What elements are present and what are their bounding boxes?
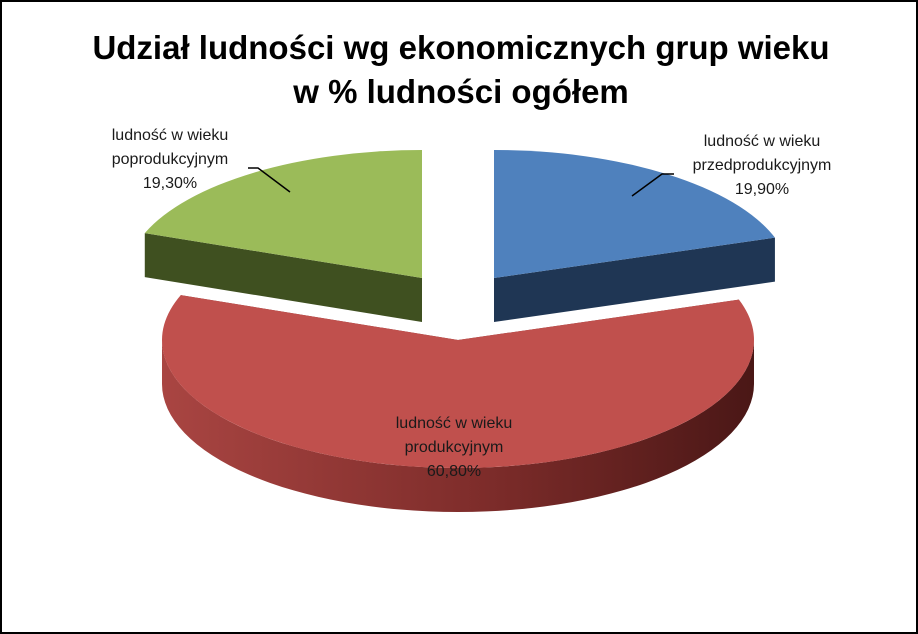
leader-line <box>631 173 674 197</box>
pie-slice <box>494 150 775 322</box>
data-label-category: ludność w wieku <box>396 415 513 432</box>
data-label-category: poprodukcyjnym <box>112 151 229 168</box>
slice-outer-side <box>162 340 754 512</box>
data-label-category: ludność w wieku <box>704 133 821 150</box>
pie-slice <box>144 150 422 322</box>
chart-title-line1: Udział ludności wg ekonomicznych grup wi… <box>92 29 830 66</box>
chart-title: Udział ludności wg ekonomicznych grup wi… <box>2 26 918 114</box>
chart-title-line2: w % ludności ogółem <box>293 73 629 110</box>
slice-inner-wall <box>494 237 775 322</box>
data-label-category: przedprodukcyjnym <box>693 157 832 174</box>
slice-inner-wall <box>144 233 422 322</box>
pie-slice <box>162 295 754 512</box>
data-label-value: 19,90% <box>735 181 789 198</box>
data-label-value: 19,30% <box>143 175 197 192</box>
leader-line <box>248 167 291 193</box>
slice-top-face <box>494 150 775 278</box>
slice-top-face <box>144 150 422 278</box>
data-label-category: ludność w wieku <box>112 127 229 144</box>
data-label-category: produkcyjnym <box>405 439 504 456</box>
slice-top-face <box>162 295 754 469</box>
data-label-value: 60,80% <box>427 463 481 480</box>
